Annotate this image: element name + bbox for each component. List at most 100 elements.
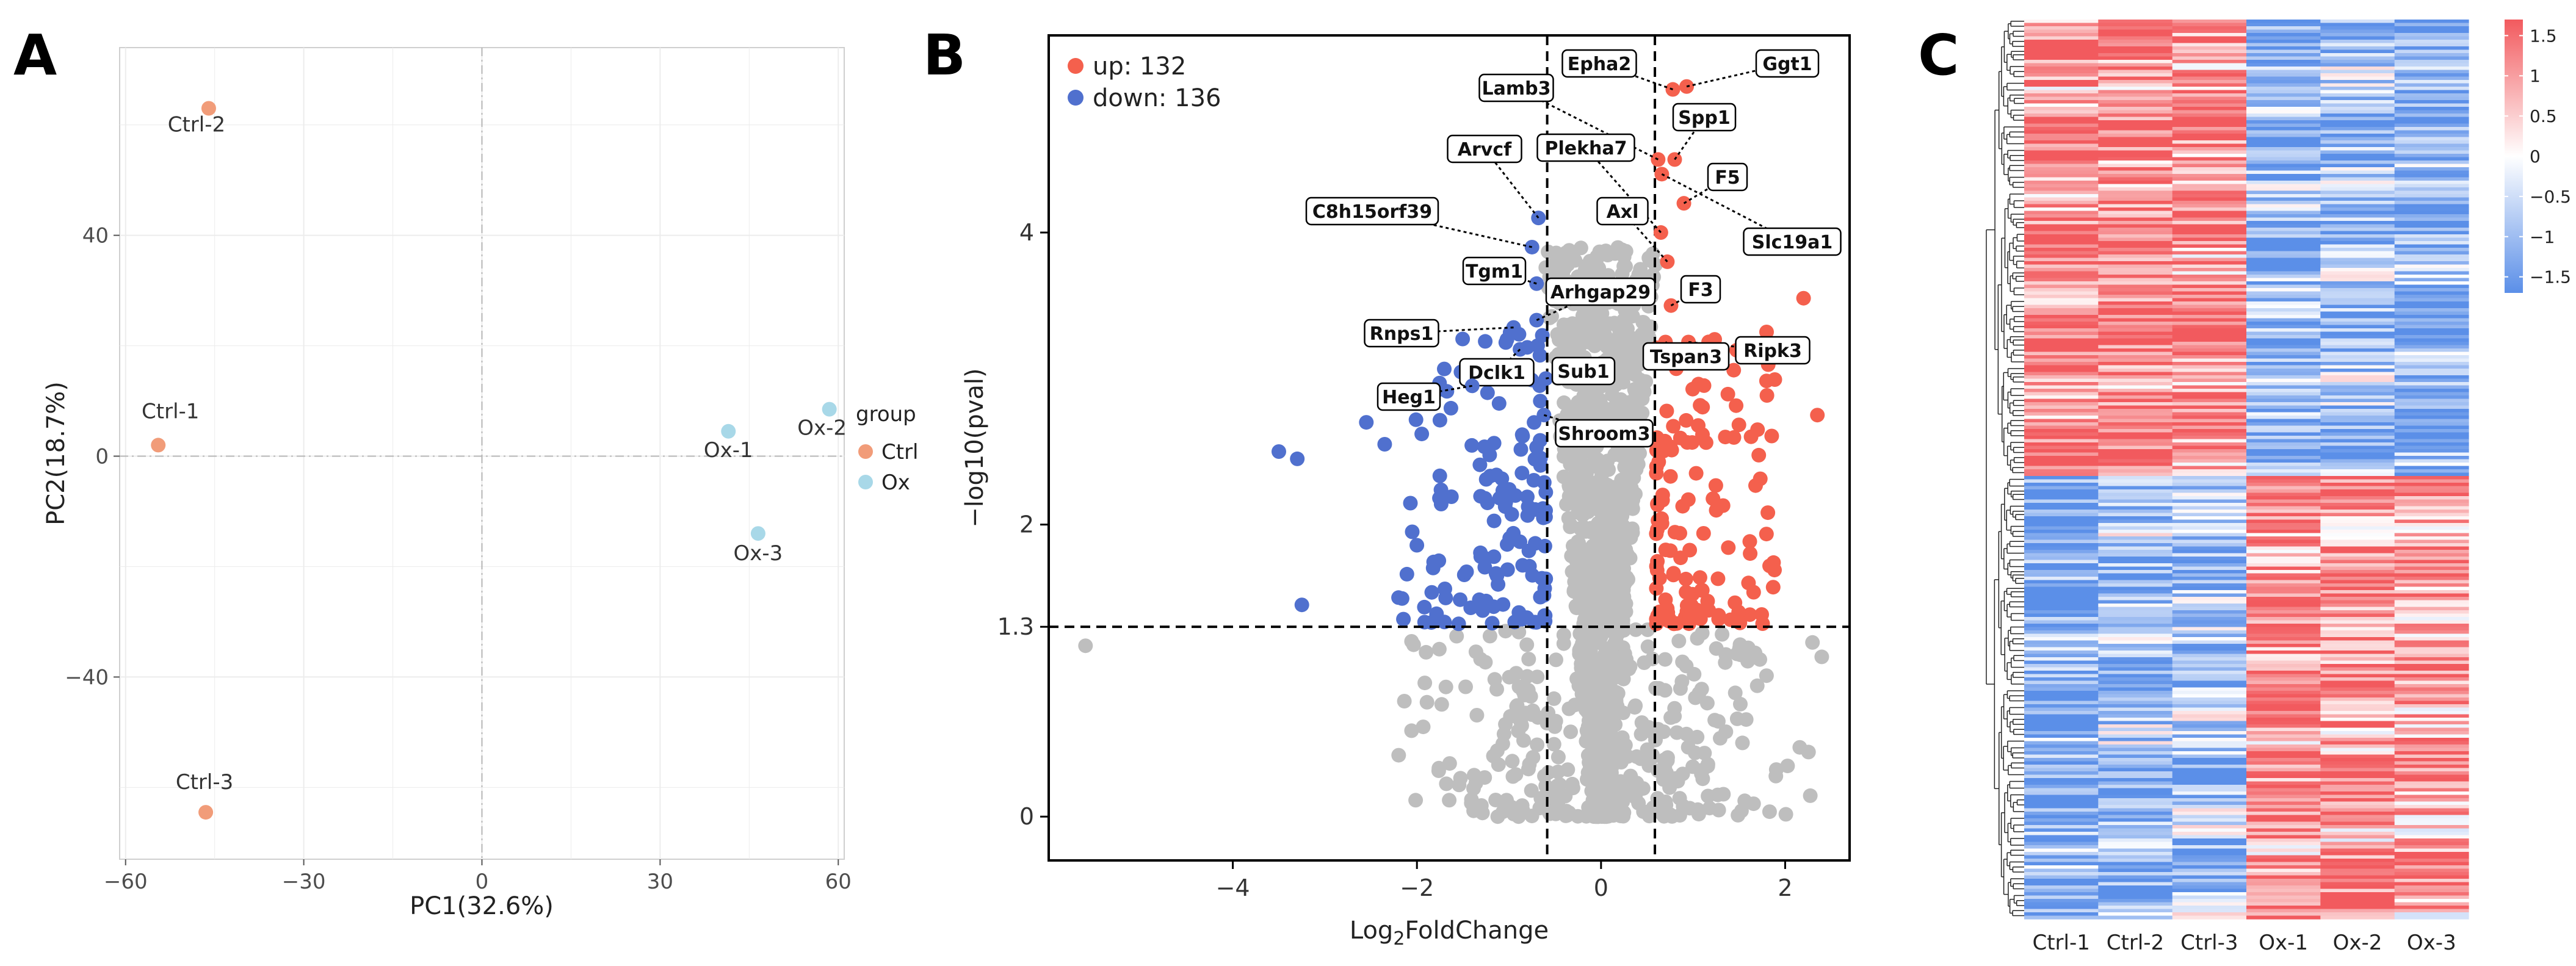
volcano-point-ns [1524,783,1539,798]
heatmap-cell [2320,539,2395,544]
heatmap-cell [2172,731,2247,735]
heatmap-cell [2024,637,2099,641]
heatmap-cell [2246,630,2321,635]
volcano-point-ns [1618,474,1633,489]
heatmap-cell [2098,842,2173,846]
heatmap-cell [2246,801,2321,806]
heatmap-cell [2320,110,2395,114]
volcano-point-up [1695,583,1710,598]
heatmap-cell [2172,842,2247,846]
heatmap-cell [2246,328,2321,333]
heatmap-cell [2172,375,2247,380]
heatmap-cell [2246,516,2321,521]
heatmap-cell [2098,103,2173,107]
heatmap-cell [2098,546,2173,550]
heatmap-cell [2394,536,2469,541]
heatmap-cell [2320,476,2395,480]
heatmap-cell [2098,624,2173,628]
volcano-label-box [1478,73,1554,103]
volcano-point-ns [1607,524,1623,539]
heatmap-cell [2024,395,2099,400]
volcano-point-up [1742,534,1757,549]
heatmap-cell [2320,228,2395,232]
heatmap-cell [2246,224,2321,228]
heatmap-cell [2320,123,2395,128]
volcano-point-ns [1735,735,1750,751]
heatmap-cell [2394,362,2469,366]
heatmap-cell [2394,194,2469,198]
heatmap-cell [2172,607,2247,611]
heatmap-cell [2024,311,2099,315]
volcano-point-ns [1618,348,1633,364]
heatmap-cell [2394,398,2469,403]
heatmap-cell [2172,680,2247,685]
volcano-legend-down: down: 136 [1093,84,1221,112]
heatmap-cell [2320,184,2395,188]
heatmap-cell [2172,664,2247,668]
heatmap-cell [2246,828,2321,832]
volcano-point-ns [1530,737,1545,752]
heatmap-cell [2098,207,2173,212]
heatmap-cell [2320,73,2395,77]
heatmap-cell [2394,466,2469,470]
heatmap-cell [2394,691,2469,695]
heatmap-cell [2320,248,2395,252]
heatmap-cell [2024,741,2099,745]
heatmap-cell [2098,620,2173,624]
volcano-point-up [1755,616,1770,631]
heatmap-cell [2320,586,2395,591]
heatmap-cell [2024,120,2099,124]
heatmap-cell [2024,785,2099,789]
volcano-point-down [1472,592,1487,607]
heatmap-cell [2320,217,2395,222]
heatmap-cell [2320,432,2395,436]
heatmap-cell [2246,530,2321,534]
heatmap-cell [2320,707,2395,712]
heatmap-cell [2394,577,2469,581]
volcano-point-ns [1473,652,1488,667]
volcano-point-down [1399,566,1414,582]
heatmap-cell [2394,677,2469,682]
heatmap-cell [2098,305,2173,309]
heatmap-cell [2172,20,2247,24]
heatmap-cell [2098,224,2173,228]
heatmap-cell [2172,476,2247,480]
heatmap-cell [2394,127,2469,131]
volcano-point-down [1480,385,1495,400]
heatmap-cell [2024,469,2099,474]
heatmap-cell [2172,610,2247,615]
heatmap-cell [2246,137,2321,141]
heatmap-cell [2394,436,2469,440]
heatmap-cell [2098,248,2173,252]
heatmap-cell [2320,305,2395,309]
heatmap-cell [2246,412,2321,416]
volcano-label-box [1743,227,1842,256]
heatmap-cell [2246,170,2321,175]
heatmap-cell [2320,134,2395,138]
heatmap-cell [2098,56,2173,60]
heatmap-cell [2246,67,2321,71]
heatmap-cell [2024,707,2099,712]
heatmap-cell [2320,33,2395,37]
volcano-plot: −4 −2 0 201.324 Ggt1Epha2Lamb3Spp1F5Slc19a1… [961,34,1851,950]
heatmap-cell [2098,167,2173,171]
heatmap-cell [2098,355,2173,359]
heatmap-cell [2024,365,2099,369]
heatmap-cell [2024,553,2099,557]
volcano-label-box [1364,319,1439,348]
volcano-point-ns [1624,497,1640,513]
heatmap-cell [2024,664,2099,668]
heatmap-cell [2024,492,2099,497]
volcano-point-up [1696,526,1711,541]
heatmap-cell [2172,271,2247,275]
heatmap-cell [2172,560,2247,564]
heatmap-cell [2098,70,2173,74]
volcano-gene-label: Axl [1607,201,1639,223]
heatmap-cell [2024,358,2099,362]
heatmap-cell [2172,684,2247,688]
heatmap-cell [2246,140,2321,145]
volcano-point-ns [1579,697,1594,712]
heatmap-cell [2024,398,2099,403]
heatmap-cell [2024,221,2099,225]
